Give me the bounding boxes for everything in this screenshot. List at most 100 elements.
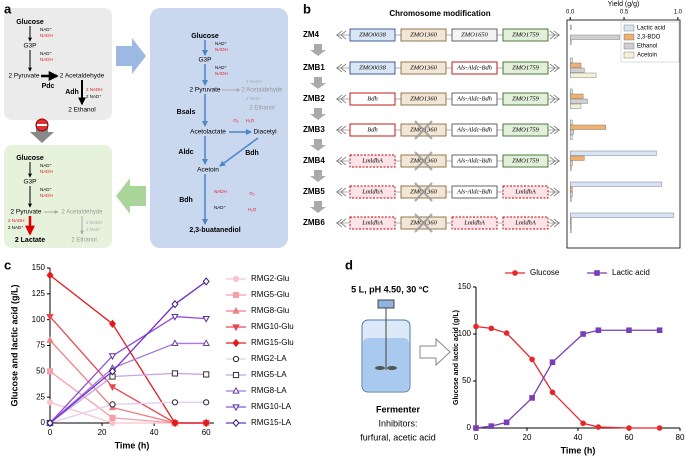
gene-box bbox=[502, 61, 549, 75]
pathway-label: O₂ bbox=[249, 191, 255, 196]
pathway-label: NADH bbox=[215, 71, 228, 76]
legend-label: RMG15-Glu bbox=[251, 338, 294, 347]
strain-label: ZMB1 bbox=[303, 63, 325, 72]
bar bbox=[570, 24, 572, 30]
chromosome-end bbox=[336, 30, 560, 40]
legend-label: RMG8-LA bbox=[251, 386, 287, 395]
legend-label: RMG10-LA bbox=[251, 402, 292, 411]
marker bbox=[232, 404, 240, 412]
bar bbox=[570, 227, 572, 233]
marker bbox=[512, 270, 518, 276]
marker bbox=[232, 418, 240, 428]
x-axis-label: Yield (g/g) bbox=[608, 1, 640, 8]
pathway-label: NADH bbox=[215, 47, 228, 52]
chromosome-end bbox=[336, 156, 560, 166]
marker bbox=[232, 275, 240, 283]
pathway-label: NADH bbox=[40, 193, 53, 198]
legend-label: Glucose bbox=[530, 268, 560, 277]
gene-label: ZMO1759 bbox=[512, 157, 539, 164]
gene-label: ZMO1759 bbox=[512, 95, 539, 102]
legend-swatch bbox=[623, 42, 635, 50]
y-tick-label: 150 bbox=[458, 282, 472, 291]
pathway-label: 2 NAD⁺ bbox=[8, 225, 24, 230]
gene-label: Als-Aldc-Bdh bbox=[456, 188, 492, 195]
y-tick-label: 75 bbox=[36, 341, 45, 350]
impeller bbox=[387, 366, 397, 370]
panel-label: d bbox=[345, 257, 353, 272]
gene-label: Als-Aldc-Bdh bbox=[456, 126, 492, 133]
bar bbox=[570, 124, 606, 130]
legend-label: Ethanol bbox=[637, 44, 657, 50]
series-line bbox=[49, 401, 207, 424]
x-tick-label: 0.0 bbox=[566, 10, 575, 16]
marker bbox=[46, 418, 54, 428]
marker bbox=[626, 327, 632, 334]
pathway-label: NADH bbox=[40, 169, 53, 174]
legend-swatch bbox=[623, 33, 635, 41]
marker bbox=[549, 389, 556, 396]
bar bbox=[570, 93, 584, 99]
bar bbox=[570, 134, 573, 140]
strain-label: ZM4 bbox=[303, 30, 320, 39]
x-tick-label: 0 bbox=[474, 433, 479, 442]
x-tick-label: 60 bbox=[625, 433, 634, 442]
marker bbox=[108, 353, 117, 360]
series-line bbox=[49, 342, 207, 424]
marker bbox=[171, 399, 179, 406]
x-tick-label: 80 bbox=[676, 433, 685, 442]
gene-box bbox=[451, 92, 498, 106]
marker bbox=[171, 300, 179, 309]
panel-label: a bbox=[4, 1, 12, 16]
step-arrow bbox=[310, 77, 326, 89]
bar bbox=[570, 212, 674, 218]
marker bbox=[202, 418, 210, 428]
series-line bbox=[49, 280, 207, 424]
pathway-label: NAD⁺ bbox=[215, 41, 228, 46]
marker bbox=[488, 325, 495, 332]
marker bbox=[203, 399, 210, 406]
strain-label: ZMB5 bbox=[303, 187, 325, 196]
marker bbox=[202, 339, 210, 347]
pathway-label: Diacetyl bbox=[253, 129, 277, 136]
marker bbox=[580, 420, 586, 427]
step-arrow bbox=[310, 201, 326, 213]
step-arrow bbox=[310, 139, 326, 151]
gene-box bbox=[400, 61, 447, 75]
y-tick-label: 0 bbox=[41, 418, 46, 427]
motor bbox=[377, 299, 395, 309]
marker bbox=[171, 370, 179, 377]
step-arrow bbox=[310, 108, 326, 120]
gene-label: Bdh bbox=[367, 95, 377, 102]
pathway-label: Bdh bbox=[245, 150, 259, 157]
gene-box bbox=[451, 154, 498, 168]
bar bbox=[570, 39, 572, 45]
gene-box bbox=[349, 28, 396, 42]
pathway-label: Glucose bbox=[16, 155, 44, 162]
marker bbox=[109, 419, 116, 427]
gene-box bbox=[400, 92, 447, 106]
marker bbox=[656, 425, 663, 431]
gene-label: LmldhA bbox=[361, 219, 383, 226]
gene-box bbox=[349, 154, 396, 168]
gene-label: ZMO1759 bbox=[512, 31, 539, 38]
bar bbox=[570, 62, 582, 68]
legend-label: RMG8-Glu bbox=[251, 306, 289, 315]
y-tick-label: 100 bbox=[458, 329, 472, 338]
pathway-label: 2 NADH bbox=[246, 79, 263, 84]
bar bbox=[570, 186, 573, 192]
pathway-label: 2 NADH bbox=[86, 87, 103, 92]
marker bbox=[232, 324, 240, 332]
y-tick-label: 150 bbox=[32, 263, 46, 272]
marker bbox=[46, 336, 54, 343]
pathway-label: 2 Pyruvate bbox=[10, 209, 41, 216]
gene-box bbox=[451, 61, 498, 75]
y-axis-label: Glucose and lactic acid (g/L) bbox=[453, 310, 460, 405]
gene-box bbox=[502, 154, 549, 168]
marker bbox=[203, 371, 210, 378]
knockout-cross bbox=[414, 151, 433, 171]
pathway-label: 2 NAD⁺ bbox=[86, 227, 102, 232]
series-line bbox=[49, 372, 207, 424]
pathway-label: NAD⁺ bbox=[215, 65, 228, 70]
pathway-label: Glucose bbox=[191, 33, 219, 40]
gene-label: ZMO1650 bbox=[461, 31, 488, 38]
